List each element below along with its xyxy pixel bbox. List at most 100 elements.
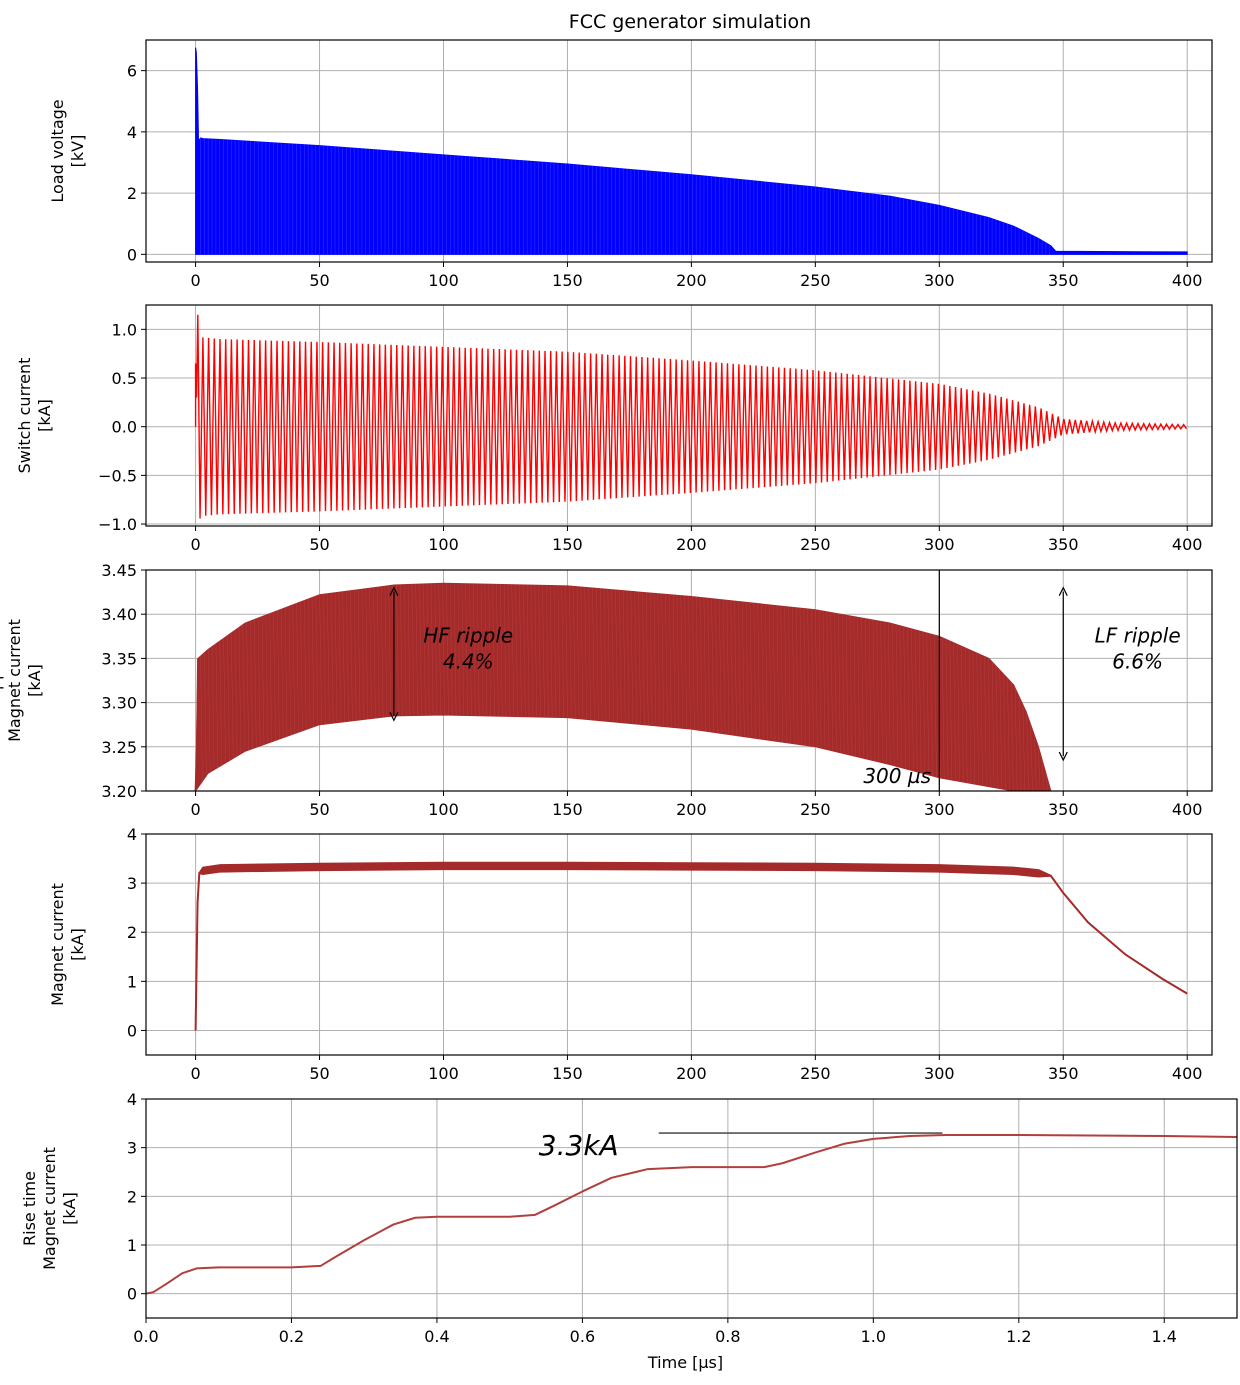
arrow-head-down <box>1058 751 1068 762</box>
x-tick-label: 100 <box>428 271 459 290</box>
figure-title: FCC generator simulation <box>569 11 811 33</box>
y-axis-label-line-1: Rise time <box>20 1171 39 1246</box>
annotation-2-line-1: LF ripple <box>1095 624 1181 648</box>
y-axis-label-line-3: [kA] <box>60 1192 79 1225</box>
x-tick-label: 150 <box>552 535 583 554</box>
x-tick-label: 50 <box>309 800 329 819</box>
series-ripple-start <box>194 658 200 791</box>
y-axis-label-line-2: Magnet current <box>5 619 24 742</box>
x-tick-label: 250 <box>800 271 831 290</box>
y-tick-label: 3.20 <box>101 782 137 801</box>
plot-area <box>195 47 1188 255</box>
x-tick-label: 250 <box>800 535 831 554</box>
x-tick-label: 350 <box>1048 271 1079 290</box>
y-tick-label: 0.0 <box>112 418 137 437</box>
plot-area <box>194 582 1052 791</box>
y-tick-label: 4 <box>127 825 137 844</box>
annotation-3: 300 µs <box>863 764 931 788</box>
x-tick-label: 200 <box>676 535 707 554</box>
x-tick-label: 350 <box>1048 1064 1079 1083</box>
y-axis-label-line-1: Magnet current <box>48 883 67 1006</box>
x-tick-label: 350 <box>1048 800 1079 819</box>
x-axis-label: Time [µs] <box>647 1353 723 1372</box>
y-tick-label: 1 <box>127 1236 137 1255</box>
x-tick-label: 1.2 <box>1006 1327 1031 1346</box>
x-tick-label: 200 <box>676 1064 707 1083</box>
x-tick-label: 100 <box>428 1064 459 1083</box>
x-tick-label: 1.0 <box>861 1327 886 1346</box>
x-tick-label: 400 <box>1172 535 1203 554</box>
series-ripple-band <box>195 582 1052 791</box>
y-tick-label: −1.0 <box>98 515 137 534</box>
annotation-1-line-2: 4.4% <box>443 650 494 674</box>
x-tick-label: 100 <box>428 535 459 554</box>
x-tick-label: 0 <box>190 271 200 290</box>
y-tick-label: 3.30 <box>101 694 137 713</box>
series-ripple-pulses <box>200 583 1052 791</box>
axes-frame <box>145 833 1213 1056</box>
x-tick-label: 0.8 <box>715 1327 740 1346</box>
y-tick-label: 4 <box>127 1090 137 1109</box>
x-tick-label: 100 <box>428 800 459 819</box>
x-tick-label: 150 <box>552 1064 583 1083</box>
y-tick-label: 2 <box>127 923 137 942</box>
panel-5: 3.3kA 0.0 0.2 0.4 0.6 0.8 1.0 1.2 1.4 0 1 2 3 4 Rise t… <box>20 1090 1238 1372</box>
y-tick-label: 0.5 <box>112 369 137 388</box>
panel-1: 0 50 100 150 200 250 300 350 400 0 2 4 6 Load voltage… <box>48 39 1213 290</box>
x-tick-label: 250 <box>800 1064 831 1083</box>
y-axis-label-line-1: Switch current <box>15 358 34 474</box>
y-axis-label-line-3: [kA] <box>25 664 44 697</box>
y-tick-label: 6 <box>127 62 137 81</box>
x-tick-label: 300 <box>924 271 955 290</box>
y-axis-label-line-1: Load voltage <box>48 99 67 202</box>
arrow-head-up <box>1058 586 1068 596</box>
x-tick-label: 400 <box>1172 271 1203 290</box>
y-tick-label: 3.40 <box>101 605 137 624</box>
y-tick-label: 3.35 <box>101 649 137 668</box>
arrow-head-down <box>389 712 399 722</box>
x-tick-label: 50 <box>309 1064 329 1083</box>
y-axis-label-line-1: Ripple <box>0 655 4 705</box>
series-load-voltage-pulses <box>200 137 1051 255</box>
x-tick-label: 1.4 <box>1152 1327 1177 1346</box>
x-tick-label: 300 <box>924 535 955 554</box>
axes-frame <box>145 1098 1238 1319</box>
y-tick-label: 2 <box>127 1187 137 1206</box>
x-tick-label: 400 <box>1172 1064 1203 1083</box>
y-axis-label-line-2: [kA] <box>35 399 54 432</box>
x-tick-label: 150 <box>552 800 583 819</box>
arrow-head-up <box>389 586 399 596</box>
x-tick-label: 0.0 <box>133 1327 158 1346</box>
x-tick-label: 0.2 <box>279 1327 304 1346</box>
y-axis-label-line-2: Magnet current <box>40 1147 59 1270</box>
x-tick-label: 300 <box>924 800 955 819</box>
x-tick-label: 0.4 <box>424 1327 449 1346</box>
y-tick-label: 3 <box>127 874 137 893</box>
y-tick-label: 3.25 <box>101 738 137 757</box>
axes-frame <box>145 39 1213 263</box>
x-tick-label: 150 <box>552 271 583 290</box>
x-tick-label: 350 <box>1048 535 1079 554</box>
plot-area <box>146 1134 1237 1295</box>
series-rise-time <box>146 1134 1237 1295</box>
x-tick-label: 250 <box>800 800 831 819</box>
x-tick-label: 0 <box>190 1064 200 1083</box>
y-tick-label: 0 <box>127 1285 137 1304</box>
series-switch-current <box>194 314 1188 519</box>
annotation-1: 3.3kA <box>539 1129 619 1162</box>
x-tick-label: 0.6 <box>570 1327 595 1346</box>
axes-frame <box>145 569 1213 792</box>
x-tick-label: 0 <box>190 800 200 819</box>
y-tick-label: 3 <box>127 1139 137 1158</box>
x-tick-label: 300 <box>924 1064 955 1083</box>
axes-frame <box>145 304 1213 527</box>
x-tick-label: 50 <box>309 271 329 290</box>
series-load-voltage <box>195 47 1188 255</box>
y-tick-label: 1.0 <box>112 320 137 339</box>
y-tick-label: 3.45 <box>101 561 137 580</box>
panel-2: 0 50 100 150 200 250 300 350 400 −1.0 −0.5 0.0 0.5 1.… <box>15 304 1213 554</box>
x-tick-label: 200 <box>676 800 707 819</box>
x-tick-label: 400 <box>1172 800 1203 819</box>
